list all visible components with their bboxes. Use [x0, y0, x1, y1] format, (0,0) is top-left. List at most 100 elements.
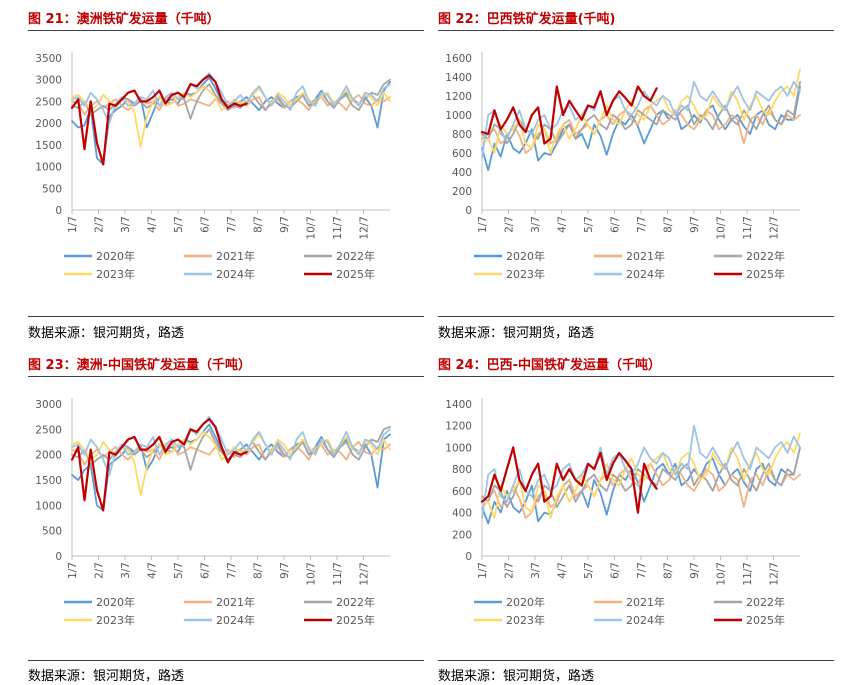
x-tick-label: 3/7: [120, 562, 132, 579]
y-tick-label: 0: [55, 551, 62, 563]
series-line-2023: [481, 432, 801, 519]
y-tick-label: 1000: [35, 162, 62, 174]
y-tick-label: 200: [452, 186, 472, 198]
x-tick-label: 5/7: [583, 562, 595, 579]
source-rule-3: [28, 660, 424, 661]
x-tick-label: 7/7: [226, 562, 238, 579]
x-tick-label: 8/7: [663, 562, 675, 579]
legend-label-2020: 2020年: [506, 595, 545, 609]
y-tick-label: 1200: [445, 421, 472, 433]
y-tick-label: 400: [452, 167, 472, 179]
x-tick-label: 10/7: [716, 216, 728, 240]
x-tick-label: 2/7: [94, 216, 106, 233]
series-line-2025: [480, 85, 658, 145]
x-tick-label: 10/7: [306, 216, 318, 240]
y-tick-label: 600: [452, 148, 472, 160]
legend-label-2021: 2021年: [626, 595, 665, 609]
y-tick-label: 600: [452, 486, 472, 498]
chart-panel-4: 图 24：巴西-中国铁矿发运量（千吨） 0 200 400 600 800 1000 120…: [438, 354, 834, 684]
title-rule-3: [28, 376, 424, 377]
legend-label-2025: 2025年: [746, 613, 785, 627]
y-tick-label: 0: [55, 205, 62, 217]
x-tick-label: 8/7: [663, 216, 675, 233]
chart-panel-2: 图 22：巴西铁矿发运量(千吨) 0 200 400 600 800 1000 1200 14…: [438, 8, 834, 341]
legend-label-2023: 2023年: [506, 267, 545, 281]
y-tick-label: 1400: [445, 72, 472, 84]
x-tick-label: 2/7: [504, 216, 516, 233]
chart-panel-1: 图 21：澳洲铁矿发运量（千吨） 0 500 1000 1500 2000 2500 300…: [28, 8, 424, 341]
y-tick-label: 1500: [35, 475, 62, 487]
source-text-1: 数据来源：银河期货，路透: [28, 326, 185, 341]
x-tick-label: 5/7: [173, 216, 185, 233]
y-tick-label: 3000: [35, 399, 62, 411]
legend-label-2020: 2020年: [506, 249, 545, 263]
x-tick-label: 5/7: [173, 562, 185, 579]
x-tick-label: 12/7: [769, 216, 781, 240]
y-tick-label: 1000: [445, 110, 472, 122]
x-tick-label: 6/7: [610, 216, 622, 233]
y-tick-label: 1400: [445, 399, 472, 411]
legend-label-2023: 2023年: [506, 613, 545, 627]
legend-label-2021: 2021年: [626, 249, 665, 263]
series-line-2024: [71, 72, 391, 124]
y-tick-label: 1200: [445, 91, 472, 103]
x-tick-label: 7/7: [636, 562, 648, 579]
x-tick-label: 6/7: [610, 562, 622, 579]
chart-title-3: 图 23：澳洲-中国铁矿发运量（千吨）: [28, 358, 252, 373]
legend-label-2025: 2025年: [336, 267, 375, 281]
series-line-2020: [71, 423, 391, 512]
series-line-2023: [481, 68, 801, 154]
x-tick-label: 5/7: [583, 216, 595, 233]
x-tick-label: 7/7: [636, 216, 648, 233]
legend-label-2024: 2024年: [216, 267, 255, 281]
chart-1: 0 500 1000 1500 2000 2500 3000 3500 1/7 2/7 3/7 4/7…: [35, 52, 391, 281]
source-rule-4: [438, 660, 834, 661]
series-line-2020: [71, 76, 391, 166]
chart-4: 0 200 400 600 800 1000 1200 1400 1/7 2/7 3/7 4/7 5/7…: [445, 398, 801, 627]
x-tick-label: 10/7: [306, 562, 318, 586]
series-line-2025: [480, 446, 658, 514]
y-tick-label: 0: [465, 205, 472, 217]
y-tick-label: 500: [42, 526, 62, 538]
y-tick-label: 2500: [35, 96, 62, 108]
y-tick-label: 500: [42, 183, 62, 195]
x-tick-label: 4/7: [147, 216, 159, 233]
source-text-4: 数据来源：银河期货，路透: [438, 669, 595, 684]
y-tick-label: 2500: [35, 424, 62, 436]
y-tick-label: 0: [465, 551, 472, 563]
legend-label-2022: 2022年: [746, 249, 785, 263]
x-tick-label: 1/7: [67, 562, 79, 579]
chart-panel-3: 图 23：澳洲-中国铁矿发运量（千吨） 0 500 1000 1500 2000 2500…: [28, 354, 424, 684]
y-tick-label: 2000: [35, 118, 62, 130]
legend-label-2021: 2021年: [216, 249, 255, 263]
x-tick-label: 2/7: [504, 562, 516, 579]
x-tick-label: 3/7: [530, 216, 542, 233]
x-tick-label: 1/7: [67, 216, 79, 233]
y-tick-label: 400: [452, 508, 472, 520]
x-tick-label: 8/7: [253, 562, 265, 579]
x-tick-label: 4/7: [147, 562, 159, 579]
x-tick-label: 6/7: [200, 216, 212, 233]
x-tick-label: 11/7: [332, 562, 344, 586]
y-tick-label: 1600: [445, 53, 472, 65]
legend-label-2025: 2025年: [746, 267, 785, 281]
legend-label-2023: 2023年: [96, 613, 135, 627]
x-tick-label: 12/7: [359, 216, 371, 240]
legend-label-2022: 2022年: [746, 595, 785, 609]
series-line-2024: [481, 80, 801, 159]
x-tick-label: 3/7: [530, 562, 542, 579]
x-tick-label: 8/7: [253, 216, 265, 233]
source-rule-1: [28, 316, 424, 317]
chart-3: 0 500 1000 1500 2000 2500 3000 1/7 2/7 3/7 4/7 5/7 6…: [35, 398, 391, 627]
legend-label-2025: 2025年: [336, 613, 375, 627]
x-tick-label: 1/7: [477, 216, 489, 233]
legend-label-2024: 2024年: [626, 267, 665, 281]
x-tick-label: 7/7: [226, 216, 238, 233]
series-line-2024: [71, 415, 391, 476]
y-tick-label: 3000: [35, 75, 62, 87]
legend-label-2024: 2024年: [626, 613, 665, 627]
y-tick-label: 1500: [35, 140, 62, 152]
y-tick-label: 2000: [35, 450, 62, 462]
legend-label-2020: 2020年: [96, 249, 135, 263]
series-line-2023: [71, 85, 391, 148]
